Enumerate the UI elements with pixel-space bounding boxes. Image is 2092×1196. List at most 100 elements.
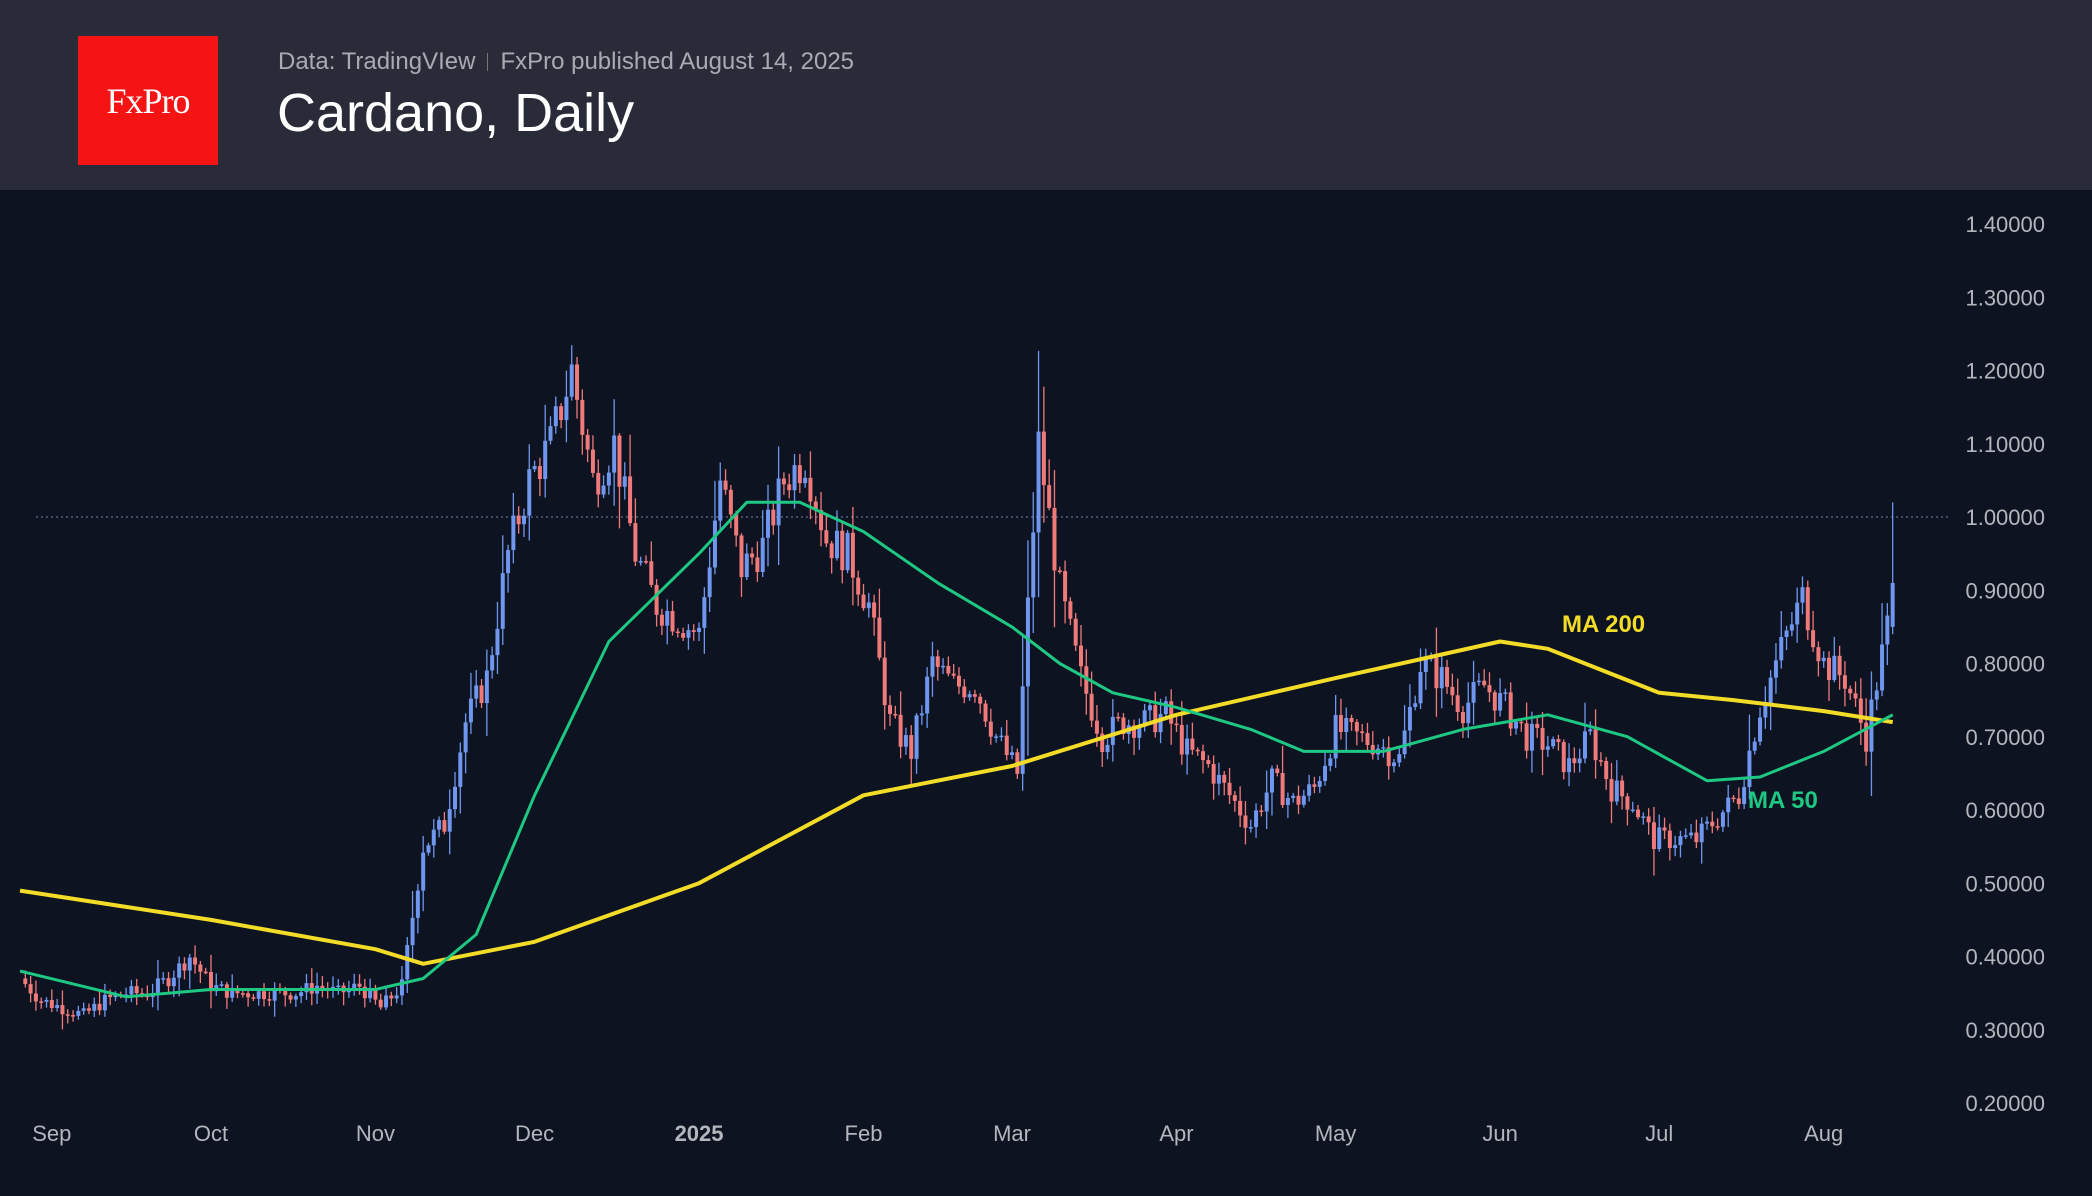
candle-body (1185, 738, 1190, 755)
candle-body (606, 472, 611, 486)
y-tick-label: 1.10000 (1965, 432, 2045, 457)
candle-body (1482, 680, 1487, 686)
candle-body (1386, 747, 1391, 767)
candle-body (1492, 692, 1497, 711)
y-tick-label: 0.20000 (1965, 1091, 2045, 1116)
candle-body (1259, 810, 1264, 812)
candle-body (755, 557, 760, 573)
candle-body (972, 694, 977, 697)
candle-body (1779, 636, 1784, 661)
chart-title: Cardano, Daily (277, 83, 635, 143)
candle-body (1137, 726, 1142, 738)
data-source: Data: TradingVIew (278, 48, 476, 75)
candle-body (707, 567, 712, 598)
x-tick-label: Jul (1645, 1121, 1673, 1146)
candle-body (65, 1014, 70, 1016)
candle-body (622, 476, 627, 487)
candle-body (1079, 645, 1083, 667)
candle-body (1110, 716, 1115, 745)
candle-body (1025, 597, 1030, 687)
candle-body (458, 752, 463, 787)
y-tick-label: 1.30000 (1965, 285, 2045, 310)
candle-body (665, 610, 670, 626)
candle-body (1805, 587, 1810, 631)
candle-body (44, 999, 49, 1002)
candle-body (834, 530, 839, 559)
candle-body (1582, 731, 1587, 759)
candle-body (166, 978, 171, 987)
candle-body (1010, 752, 1015, 756)
candle-body (787, 484, 792, 491)
y-tick-label: 0.90000 (1965, 578, 2045, 603)
candle-body (919, 713, 924, 716)
candle-body (1620, 780, 1625, 797)
candle-body (1349, 717, 1354, 723)
candle-body (564, 396, 569, 421)
candle-body (686, 630, 691, 638)
ma200-line (19, 639, 1894, 966)
candle-body (1598, 760, 1603, 762)
candle-body (956, 675, 961, 687)
candle-body (829, 543, 834, 559)
candle-body (1853, 693, 1858, 699)
candle-body (1498, 693, 1503, 711)
candle-body (585, 434, 590, 450)
candle-body (1789, 624, 1794, 631)
candle-body (967, 694, 972, 698)
candle-body (357, 983, 362, 987)
candle-body (866, 602, 871, 609)
candle-body (962, 686, 967, 698)
candle-body (601, 485, 606, 495)
candle-body (1657, 827, 1662, 850)
candle-body (781, 478, 786, 485)
candle-body (368, 989, 373, 999)
candle-body (500, 573, 505, 629)
candle-body (1354, 722, 1359, 732)
candle-body (415, 890, 420, 918)
candle-body (914, 715, 919, 759)
candle-body (71, 1015, 76, 1017)
candle-body (203, 971, 208, 974)
x-tick-label: Oct (194, 1121, 228, 1146)
candle-body (299, 992, 304, 997)
ma50-label: MA 50 (1748, 787, 1818, 814)
candle-body (1593, 729, 1598, 761)
candle-body (1773, 660, 1778, 678)
candle-body (224, 984, 229, 998)
candle-body (516, 515, 521, 525)
candle-body (405, 945, 410, 980)
candle-body (521, 515, 526, 525)
candle-body (1402, 730, 1407, 755)
x-tick-label: Nov (356, 1121, 395, 1146)
candle-body (537, 466, 542, 479)
candle-body (1752, 741, 1757, 751)
candle-body (1121, 717, 1126, 735)
header: FxPro Data: TradingVIew FxPro published … (0, 0, 2092, 190)
candle-body (389, 995, 394, 999)
candle-body (1710, 821, 1715, 827)
x-tick-label: Aug (1804, 1121, 1843, 1146)
candle-body (28, 984, 33, 994)
candle-body (92, 1003, 97, 1011)
candle-body (1551, 739, 1556, 747)
candle-body (999, 735, 1004, 738)
candle-body (734, 514, 739, 536)
x-tick-label: 2025 (675, 1121, 724, 1146)
candle-body (1832, 655, 1837, 681)
x-tick-label: Feb (845, 1121, 883, 1146)
candle-body (55, 1005, 60, 1009)
logo-text: FxPro (106, 80, 190, 121)
candle-body (1004, 735, 1009, 756)
candle-body (1763, 703, 1768, 718)
candle-body (1890, 582, 1895, 627)
candle-body (479, 685, 484, 704)
candle-body (97, 1003, 102, 1011)
candle-body (336, 985, 341, 988)
y-tick-label: 1.20000 (1965, 359, 2045, 384)
candle-body (1020, 686, 1025, 774)
candle-body (659, 614, 664, 626)
candle-body (442, 820, 447, 832)
candle-body (86, 1008, 91, 1011)
candle-body (771, 509, 776, 526)
candle-body (81, 1008, 86, 1011)
